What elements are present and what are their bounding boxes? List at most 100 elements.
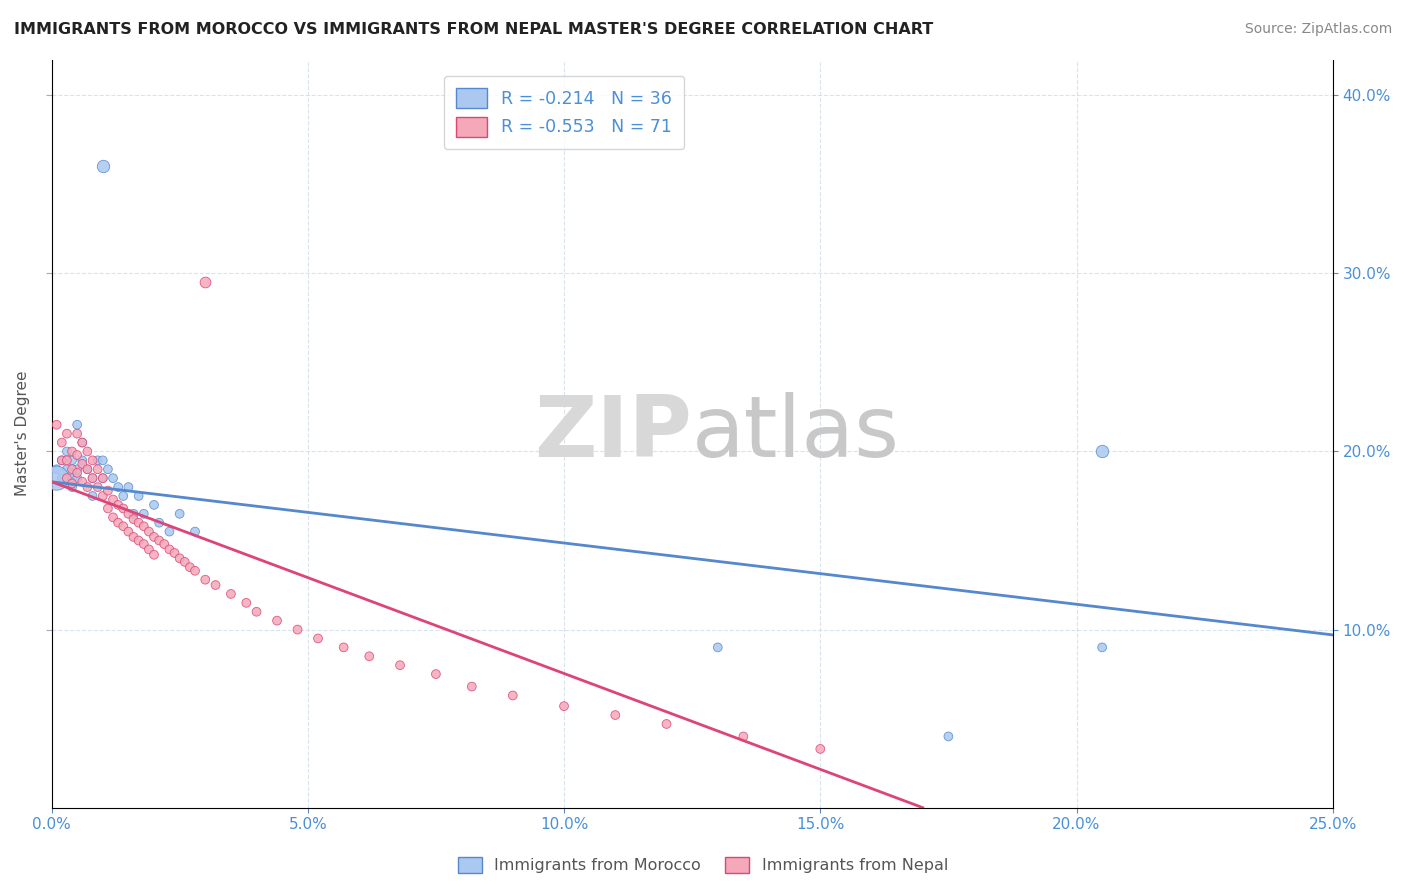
Point	[91, 453, 114, 467]
Point	[91, 471, 114, 485]
Point	[101, 510, 124, 524]
Point	[122, 530, 145, 544]
Point	[76, 444, 98, 458]
Point	[173, 555, 195, 569]
Text: ZIP: ZIP	[534, 392, 692, 475]
Point	[502, 689, 524, 703]
Point	[266, 614, 288, 628]
Point	[51, 453, 73, 467]
Point	[808, 742, 831, 756]
Point	[101, 492, 124, 507]
Point	[60, 476, 83, 491]
Y-axis label: Master's Degree: Master's Degree	[15, 371, 30, 496]
Point	[122, 512, 145, 526]
Point	[72, 435, 94, 450]
Point	[655, 717, 678, 731]
Point	[235, 596, 257, 610]
Point	[605, 708, 627, 723]
Point	[101, 471, 124, 485]
Text: atlas: atlas	[692, 392, 900, 475]
Point	[66, 462, 89, 476]
Point	[72, 475, 94, 489]
Point	[112, 501, 135, 516]
Point	[138, 524, 160, 539]
Point	[112, 489, 135, 503]
Point	[91, 160, 114, 174]
Point	[733, 730, 755, 744]
Point	[219, 587, 242, 601]
Point	[60, 471, 83, 485]
Point	[45, 471, 67, 485]
Point	[179, 560, 201, 574]
Point	[60, 480, 83, 494]
Point	[72, 453, 94, 467]
Point	[76, 462, 98, 476]
Point	[128, 533, 150, 548]
Point	[97, 483, 120, 498]
Point	[204, 578, 226, 592]
Point	[117, 480, 139, 494]
Point	[86, 480, 108, 494]
Point	[51, 435, 73, 450]
Point	[707, 640, 730, 655]
Point	[153, 537, 176, 551]
Point	[143, 498, 166, 512]
Point	[461, 680, 484, 694]
Point	[56, 453, 79, 467]
Point	[66, 466, 89, 480]
Legend: Immigrants from Morocco, Immigrants from Nepal: Immigrants from Morocco, Immigrants from…	[451, 850, 955, 880]
Point	[91, 471, 114, 485]
Point	[194, 573, 217, 587]
Text: Source: ZipAtlas.com: Source: ZipAtlas.com	[1244, 22, 1392, 37]
Point	[56, 444, 79, 458]
Point	[245, 605, 267, 619]
Point	[307, 632, 329, 646]
Point	[60, 444, 83, 458]
Point	[51, 453, 73, 467]
Point	[82, 489, 104, 503]
Point	[332, 640, 354, 655]
Point	[60, 453, 83, 467]
Point	[112, 519, 135, 533]
Point	[128, 516, 150, 530]
Point	[82, 453, 104, 467]
Point	[45, 462, 67, 476]
Point	[194, 275, 217, 289]
Point	[359, 649, 381, 664]
Point	[117, 524, 139, 539]
Point	[72, 457, 94, 471]
Text: IMMIGRANTS FROM MOROCCO VS IMMIGRANTS FROM NEPAL MASTER'S DEGREE CORRELATION CHA: IMMIGRANTS FROM MOROCCO VS IMMIGRANTS FR…	[14, 22, 934, 37]
Point	[157, 542, 180, 557]
Point	[425, 667, 447, 681]
Point	[91, 489, 114, 503]
Point	[51, 471, 73, 485]
Point	[60, 462, 83, 476]
Point	[66, 448, 89, 462]
Point	[169, 507, 191, 521]
Point	[128, 489, 150, 503]
Point	[72, 435, 94, 450]
Point	[143, 530, 166, 544]
Point	[56, 462, 79, 476]
Point	[1091, 640, 1114, 655]
Point	[138, 542, 160, 557]
Legend: R = -0.214   N = 36, R = -0.553   N = 71: R = -0.214 N = 36, R = -0.553 N = 71	[444, 76, 685, 149]
Point	[66, 417, 89, 432]
Point	[148, 533, 170, 548]
Point	[287, 623, 309, 637]
Point	[82, 471, 104, 485]
Point	[82, 471, 104, 485]
Point	[86, 462, 108, 476]
Point	[76, 480, 98, 494]
Point	[122, 507, 145, 521]
Point	[76, 462, 98, 476]
Point	[553, 699, 575, 714]
Point	[86, 453, 108, 467]
Point	[148, 516, 170, 530]
Point	[117, 507, 139, 521]
Point	[132, 519, 155, 533]
Point	[97, 462, 120, 476]
Point	[143, 548, 166, 562]
Point	[184, 564, 207, 578]
Point	[45, 417, 67, 432]
